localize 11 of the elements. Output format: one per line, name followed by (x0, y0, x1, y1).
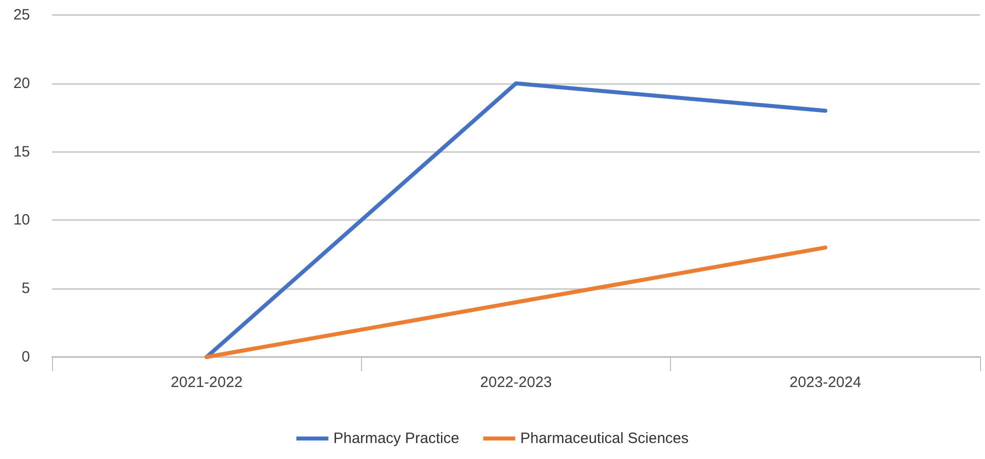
x-tick-label: 2021-2022 (170, 374, 243, 391)
y-tick-label: 20 (13, 74, 30, 92)
x-tick-label: 2023-2024 (789, 374, 862, 391)
y-tick-label: 0 (22, 348, 30, 366)
x-tick-label: 2022-2023 (480, 374, 552, 391)
y-tick-label: 15 (13, 143, 30, 160)
y-tick-label: 25 (13, 6, 30, 24)
y-tick-label: 10 (13, 212, 30, 229)
y-tick-label: 5 (22, 280, 30, 298)
legend-label: Pharmacy Practice (333, 430, 460, 447)
legend-label: Pharmaceutical Sciences (520, 430, 689, 447)
